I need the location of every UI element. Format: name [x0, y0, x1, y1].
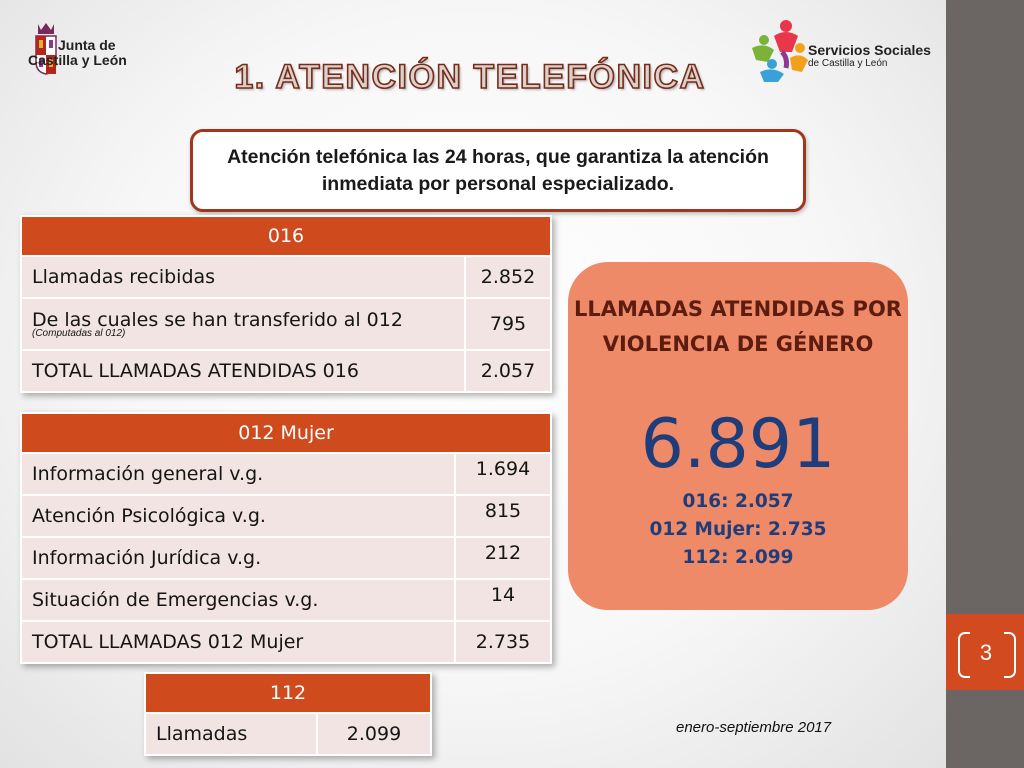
table-row: Información general v.g. 1.694: [20, 452, 552, 496]
row-label: De las cuales se han transferido al 012: [32, 309, 403, 331]
table-016-header: 016: [20, 215, 552, 257]
row-label: Atención Psicológica v.g.: [20, 494, 456, 538]
logo-left-line1: Junta de: [58, 37, 116, 53]
table-row: Llamadas 2.099: [144, 712, 432, 756]
table-row: Información Jurídica v.g. 212: [20, 536, 552, 580]
table-header-row: 112: [144, 672, 432, 714]
left-bracket-icon: [958, 632, 970, 678]
page-number: 3: [979, 640, 993, 665]
row-value: 2.735: [454, 620, 552, 664]
servicios-sociales-logo: [752, 20, 808, 82]
summary-line-112: 112: 2.099: [682, 547, 794, 568]
logo-right-line2: de Castilla y León: [808, 58, 888, 69]
callout-box: Atención telefónica las 24 horas, que ga…: [190, 129, 806, 212]
junta-castilla-leon-logo: [35, 23, 57, 75]
row-label: TOTAL LLAMADAS ATENDIDAS 016: [20, 349, 466, 393]
row-label-cell: De las cuales se han transferido al 012 …: [20, 297, 466, 351]
table-112: 112 Llamadas 2.099: [144, 672, 432, 756]
summary-total: 6.891: [640, 405, 836, 484]
callout-text: Atención telefónica las 24 horas, que ga…: [227, 145, 769, 195]
logo-left-line2: Castilla y León: [28, 52, 127, 68]
table-header-row: 016: [20, 215, 552, 257]
row-label: Llamadas recibidas: [20, 255, 466, 299]
row-value: 212: [454, 536, 552, 580]
row-value: 795: [464, 297, 552, 351]
row-label: Información general v.g.: [20, 452, 456, 496]
table-row: Situación de Emergencias v.g. 14: [20, 578, 552, 622]
row-label: Información Jurídica v.g.: [20, 536, 456, 580]
table-row: De las cuales se han transferido al 012 …: [20, 297, 552, 351]
row-value: 14: [454, 578, 552, 622]
table-012-header: 012 Mujer: [20, 412, 552, 454]
summary-line-012: 012 Mujer: 2.735: [649, 519, 827, 540]
summary-box: LLAMADAS ATENDIDAS POR VIOLENCIA DE GÉNE…: [568, 262, 908, 610]
right-bracket-icon: [1004, 632, 1016, 678]
row-value: 1.694: [454, 452, 552, 496]
logo-right-line1: Servicios Sociales: [808, 42, 931, 58]
table-012-mujer: 012 Mujer Información general v.g. 1.694…: [20, 412, 552, 664]
summary-title: LLAMADAS ATENDIDAS POR VIOLENCIA DE GÉNE…: [574, 297, 902, 356]
table-row: TOTAL LLAMADAS ATENDIDAS 016 2.057: [20, 349, 552, 393]
summary-breakdown: 016: 2.057 012 Mujer: 2.735 112: 2.099: [568, 488, 908, 572]
period-footer: enero-septiembre 2017: [676, 719, 832, 736]
people-icon: [752, 20, 808, 82]
table-row: TOTAL LLAMADAS 012 Mujer 2.735: [20, 620, 552, 664]
summary-line-016: 016: 2.057: [682, 491, 794, 512]
table-016: 016 Llamadas recibidas 2.852 De las cual…: [20, 215, 552, 393]
row-value: 815: [454, 494, 552, 538]
table-112-header: 112: [144, 672, 432, 714]
row-label: TOTAL LLAMADAS 012 Mujer: [20, 620, 456, 664]
table-row: Atención Psicológica v.g. 815: [20, 494, 552, 538]
table-row: Llamadas recibidas 2.852: [20, 255, 552, 299]
row-note: (Computadas al 012): [32, 328, 126, 339]
row-value: 2.099: [316, 712, 432, 756]
row-label: Situación de Emergencias v.g.: [20, 578, 456, 622]
row-label: Llamadas: [144, 712, 318, 756]
logo-left-text: Junta de Castilla y León: [28, 37, 127, 68]
row-value: 2.057: [464, 349, 552, 393]
page-title: 1. ATENCIÓN TELEFÓNICA: [234, 57, 706, 97]
coat-of-arms-icon: [35, 23, 57, 75]
table-header-row: 012 Mujer: [20, 412, 552, 454]
row-value: 2.852: [464, 255, 552, 299]
